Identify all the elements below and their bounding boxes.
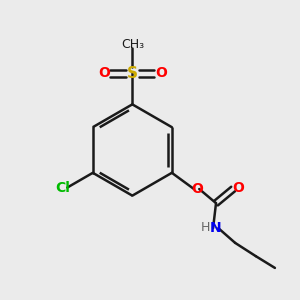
Text: O: O — [232, 181, 244, 194]
Text: N: N — [210, 221, 222, 235]
Text: O: O — [191, 182, 203, 196]
Text: Cl: Cl — [56, 181, 70, 194]
Text: O: O — [155, 66, 167, 80]
Text: CH₃: CH₃ — [121, 38, 144, 50]
Text: O: O — [98, 66, 110, 80]
Text: H: H — [201, 221, 210, 234]
Text: S: S — [127, 66, 138, 81]
